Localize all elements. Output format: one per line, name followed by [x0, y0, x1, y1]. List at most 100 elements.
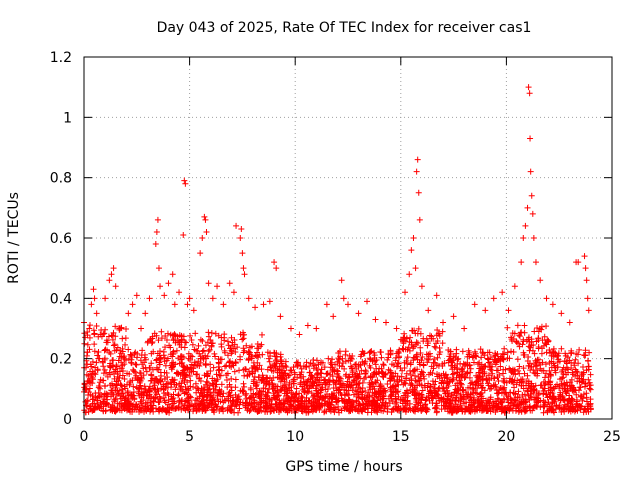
data-point	[178, 356, 185, 363]
data-point	[544, 336, 551, 343]
data-point	[579, 397, 586, 404]
data-point	[513, 381, 520, 388]
data-point	[392, 382, 399, 389]
data-point	[305, 400, 312, 407]
data-point	[121, 383, 128, 390]
data-point	[395, 388, 402, 395]
data-point	[313, 387, 320, 394]
data-point	[406, 405, 413, 412]
data-point	[494, 406, 501, 413]
data-point	[182, 383, 189, 390]
data-point	[575, 351, 581, 358]
data-point	[171, 301, 178, 308]
data-point	[155, 265, 162, 272]
data-point	[285, 395, 292, 402]
data-point	[156, 399, 163, 406]
data-point	[92, 364, 99, 371]
data-point	[434, 354, 441, 361]
data-point	[499, 289, 506, 296]
data-point	[464, 369, 471, 376]
data-point	[560, 395, 567, 402]
data-point	[128, 359, 135, 366]
data-point	[536, 325, 543, 332]
data-point	[278, 401, 285, 408]
data-point	[330, 392, 337, 399]
data-point	[221, 363, 228, 370]
data-point	[362, 396, 369, 403]
data-point	[531, 386, 538, 393]
data-point	[393, 363, 400, 370]
data-point	[204, 371, 211, 378]
data-point	[101, 395, 108, 402]
data-point	[558, 310, 565, 317]
data-point	[338, 277, 345, 284]
data-point	[142, 310, 149, 317]
data-point	[426, 384, 433, 391]
data-point	[318, 374, 325, 381]
data-point	[585, 401, 592, 408]
data-point	[466, 384, 473, 391]
data-point	[320, 395, 327, 402]
data-point	[147, 406, 154, 413]
data-point	[333, 399, 340, 406]
data-point	[283, 363, 290, 370]
data-point	[520, 336, 527, 343]
data-point	[154, 350, 161, 357]
data-point	[486, 349, 493, 356]
data-point	[336, 362, 343, 369]
data-point	[455, 387, 462, 394]
data-point	[575, 375, 582, 382]
data-point	[408, 247, 415, 254]
data-point	[407, 367, 414, 374]
data-point	[249, 369, 256, 376]
data-point	[112, 283, 119, 290]
data-point	[347, 363, 354, 370]
data-point	[258, 341, 265, 348]
data-point	[399, 345, 406, 352]
data-point	[405, 390, 412, 397]
data-point	[369, 398, 376, 405]
data-point	[199, 392, 206, 399]
data-point	[103, 339, 110, 346]
data-point	[152, 241, 159, 248]
data-point	[180, 405, 187, 412]
data-point	[296, 331, 303, 338]
data-point	[490, 402, 497, 409]
data-point	[549, 390, 556, 397]
data-point	[587, 396, 594, 403]
data-point	[580, 376, 587, 383]
data-point	[526, 90, 533, 97]
data-point	[449, 371, 456, 378]
data-point	[272, 357, 279, 364]
data-point	[340, 295, 347, 302]
data-point	[347, 383, 354, 390]
data-point	[417, 350, 424, 357]
data-point	[179, 369, 186, 376]
data-point	[164, 355, 171, 362]
data-point	[487, 360, 494, 367]
data-point	[334, 358, 341, 365]
data-point	[216, 366, 223, 373]
data-point	[232, 391, 239, 398]
data-point	[577, 393, 584, 400]
data-point	[225, 397, 232, 404]
data-point	[162, 392, 169, 399]
data-point	[155, 337, 162, 344]
data-point	[111, 398, 118, 405]
data-point	[101, 347, 108, 354]
data-point	[490, 295, 497, 302]
data-point	[425, 393, 432, 400]
data-point	[231, 409, 238, 416]
data-point	[205, 329, 212, 336]
data-point	[288, 367, 295, 374]
data-point	[237, 235, 244, 241]
data-point	[113, 378, 120, 385]
data-point	[434, 402, 441, 409]
data-point	[205, 348, 212, 355]
data-point	[262, 385, 269, 392]
data-point	[346, 398, 353, 405]
data-point	[111, 341, 118, 348]
data-point	[234, 344, 241, 351]
data-point	[525, 84, 532, 91]
